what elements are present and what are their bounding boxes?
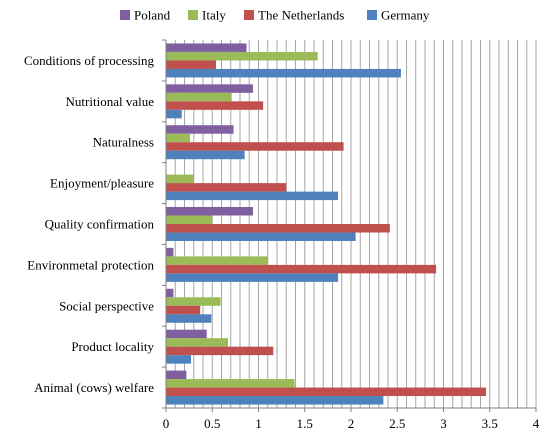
bar-germany bbox=[166, 232, 356, 241]
bar-germany bbox=[166, 355, 191, 364]
legend-swatch bbox=[120, 10, 130, 20]
legend: Poland Italy The Netherlands Germany bbox=[120, 8, 430, 23]
bar-germany bbox=[166, 150, 245, 160]
bar-germany bbox=[166, 109, 182, 119]
bar-poland bbox=[166, 329, 207, 339]
bar-germany bbox=[166, 68, 401, 78]
legend-label: Germany bbox=[381, 8, 430, 23]
legend-swatch bbox=[367, 10, 377, 20]
bar-germany bbox=[166, 273, 339, 282]
category-label: Enjoyment/pleasure bbox=[50, 176, 154, 191]
legend-label: Poland bbox=[134, 8, 171, 23]
axes bbox=[162, 39, 537, 412]
x-tick-label: 2.5 bbox=[389, 416, 405, 431]
category-label: Product locality bbox=[71, 339, 154, 354]
bar-the-netherlands bbox=[166, 387, 487, 397]
x-tick-label: 3 bbox=[440, 416, 447, 431]
bar-the-netherlands bbox=[166, 264, 437, 274]
bar-poland bbox=[166, 125, 234, 134]
bar-the-netherlands bbox=[166, 101, 264, 110]
bar-poland bbox=[166, 207, 253, 216]
legend-label: The Netherlands bbox=[258, 8, 344, 23]
bar-the-netherlands bbox=[166, 305, 201, 315]
bar-the-netherlands bbox=[166, 183, 287, 192]
category-label: Social perspective bbox=[59, 298, 154, 313]
bars bbox=[166, 43, 487, 405]
bar-italy bbox=[166, 174, 194, 184]
legend-label: Italy bbox=[202, 8, 226, 23]
category-label: Nutritional value bbox=[66, 94, 155, 109]
bar-germany bbox=[166, 191, 339, 201]
bar-italy bbox=[166, 297, 221, 306]
bar-italy bbox=[166, 256, 268, 265]
x-tick-label: 0 bbox=[163, 416, 170, 431]
x-tick-labels: 0 0.5 1 1.5 2 2.5 3 3.5 4 bbox=[163, 416, 540, 431]
x-tick-label: 1 bbox=[255, 416, 262, 431]
x-tick-label: 4 bbox=[533, 416, 540, 431]
bar-the-netherlands bbox=[166, 60, 216, 69]
bar-italy bbox=[166, 379, 295, 388]
bar-germany bbox=[166, 314, 212, 323]
legend-swatch bbox=[244, 10, 254, 20]
bar-poland bbox=[166, 247, 174, 257]
category-label: Naturalness bbox=[93, 135, 154, 150]
x-tick-label: 2 bbox=[348, 416, 355, 431]
category-label: Environmetal protection bbox=[27, 257, 154, 272]
bar-the-netherlands bbox=[166, 224, 390, 233]
category-label: Animal (cows) welfare bbox=[34, 380, 154, 395]
bar-the-netherlands bbox=[166, 346, 274, 356]
x-tick-label: 0.5 bbox=[204, 416, 220, 431]
bar-italy bbox=[166, 215, 213, 224]
x-tick-label: 3.5 bbox=[482, 416, 498, 431]
bar-italy bbox=[166, 51, 318, 61]
bar-poland bbox=[166, 288, 174, 298]
legend-swatch bbox=[188, 10, 198, 20]
bar-italy bbox=[166, 133, 191, 143]
bar-germany bbox=[166, 396, 384, 405]
category-labels: Conditions of processing Nutritional valu… bbox=[24, 53, 154, 395]
bar-the-netherlands bbox=[166, 142, 344, 151]
bar-poland bbox=[166, 84, 253, 93]
x-tick-label: 1.5 bbox=[297, 416, 313, 431]
bar-italy bbox=[166, 92, 232, 102]
category-label: Quality confirmation bbox=[45, 217, 155, 232]
category-label: Conditions of processing bbox=[24, 53, 154, 68]
bar-poland bbox=[166, 370, 187, 380]
bar-italy bbox=[166, 338, 228, 347]
bar-poland bbox=[166, 43, 247, 52]
